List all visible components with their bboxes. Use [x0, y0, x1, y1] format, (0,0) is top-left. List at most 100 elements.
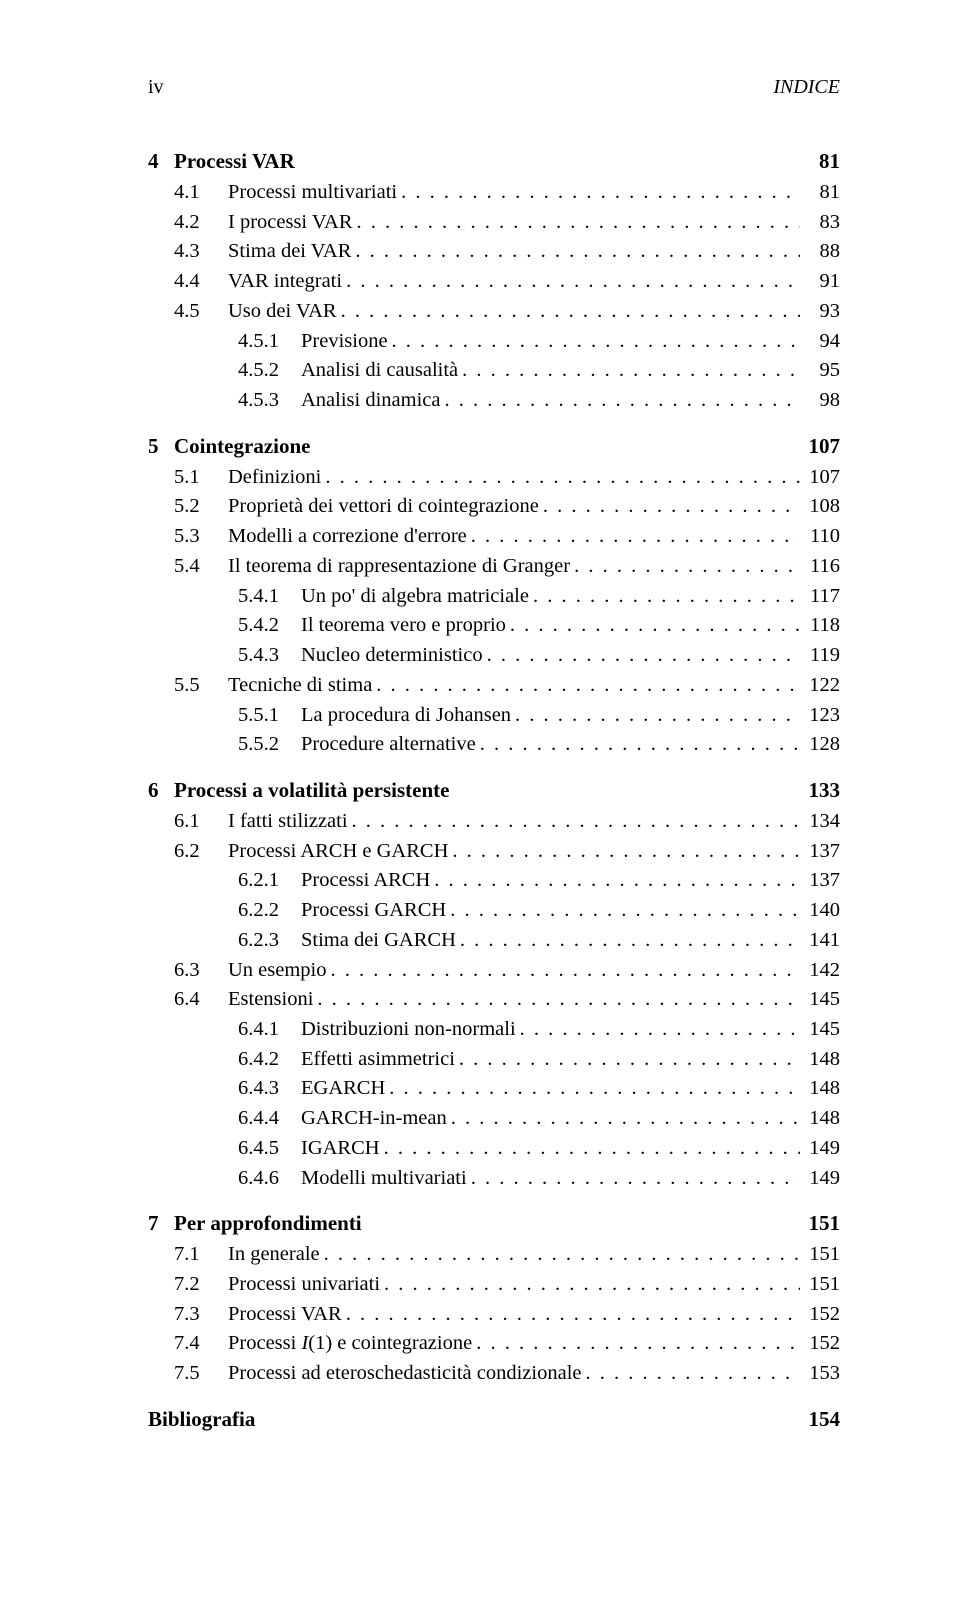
leader-dots: . . . . . . . . . . . . . . . . . . . . … [313, 985, 800, 1015]
entry-number: 4.5.2 [238, 356, 279, 386]
leader-dots: . . . . . . . . . . . . . . . . . . . . … [385, 1074, 800, 1104]
entry-page: 137 [800, 837, 840, 867]
entry-number: 6.2.1 [238, 866, 279, 896]
entry-number: 5.4.1 [238, 582, 279, 612]
entry-number: 6.2 [174, 837, 206, 867]
entry-title: Stima dei GARCH [301, 926, 456, 956]
leader-dots: . . . . . . . . . . . . . . . . . . . . … [447, 1104, 800, 1134]
entry-title: Procedure alternative [301, 730, 476, 760]
leader-dots: . . . . . . . . . . . . . . . . . . . . … [320, 1240, 800, 1270]
subsection-row: 6.4.3EGARCH . . . . . . . . . . . . . . … [148, 1074, 840, 1104]
subsection-row: 6.2.3Stima dei GARCH . . . . . . . . . .… [148, 926, 840, 956]
entry-number: 4.5.3 [238, 386, 279, 416]
entry-page: 91 [800, 267, 840, 297]
chapter-number: 5 [148, 434, 174, 459]
subsection-row: 4.5.2 Analisi di causalità . . . . . . . … [148, 356, 840, 386]
chapter-number: 4 [148, 149, 174, 174]
leader-dots: . . . . . . . . . . . . . . . . . . . . … [467, 1164, 800, 1194]
entry-number: 6.4.4 [238, 1104, 279, 1134]
chapter-row: 6Processi a volatilità persistente133 [148, 778, 840, 803]
entry-page: 88 [800, 237, 840, 267]
entry-title: Modelli multivariati [301, 1164, 467, 1194]
chapter-page: 107 [809, 434, 841, 459]
entry-title: Effetti asimmetrici [301, 1045, 455, 1075]
entry-page: 145 [800, 985, 840, 1015]
entry-number: 4.2 [174, 208, 206, 238]
section-row: 7.5Processi ad eteroschedasticità condiz… [148, 1359, 840, 1389]
entry-page: 148 [800, 1074, 840, 1104]
entry-title: Definizioni [228, 463, 321, 493]
entry-page: 142 [800, 956, 840, 986]
leader-dots: . . . . . . . . . . . . . . . . . . . . … [342, 267, 800, 297]
entry-page: 98 [800, 386, 840, 416]
entry-number: 5.4 [174, 552, 206, 582]
section-row: 6.4 Estensioni . . . . . . . . . . . . . … [148, 985, 840, 1015]
entry-title: Processi VAR [228, 1300, 342, 1330]
subsection-row: 6.4.1Distribuzioni non-normali . . . . .… [148, 1015, 840, 1045]
entry-number: 5.5.1 [238, 701, 279, 731]
leader-dots: . . . . . . . . . . . . . . . . . . . . … [321, 463, 800, 493]
leader-dots: . . . . . . . . . . . . . . . . . . . . … [458, 356, 800, 386]
entry-title: VAR integrati [228, 267, 342, 297]
entry-title: EGARCH [301, 1074, 385, 1104]
chapter-page: 81 [819, 149, 840, 174]
entry-title: Il teorema di rappresentazione di Grange… [228, 552, 570, 582]
subsection-row: 5.4.1Un po' di algebra matriciale . . . … [148, 582, 840, 612]
section-row: 4.1Processi multivariati . . . . . . . .… [148, 178, 840, 208]
entry-number: 6.4.6 [238, 1164, 279, 1194]
entry-page: 81 [800, 178, 840, 208]
entry-number: 7.3 [174, 1300, 206, 1330]
bibliography-page: 154 [809, 1407, 841, 1432]
chapter-title: Cointegrazione [174, 434, 809, 459]
entry-page: 152 [800, 1300, 840, 1330]
entry-title: Previsione [301, 327, 388, 357]
entry-title: Processi I(1) e cointegrazione [228, 1329, 472, 1359]
entry-title: Processi multivariati [228, 178, 397, 208]
leader-dots: . . . . . . . . . . . . . . . . . . . . … [529, 582, 800, 612]
section-row: 7.3Processi VAR . . . . . . . . . . . . … [148, 1300, 840, 1330]
entry-page: 94 [800, 327, 840, 357]
entry-title: La procedura di Johansen [301, 701, 511, 731]
entry-number: 6.4 [174, 985, 206, 1015]
subsection-row: 6.2.2Processi GARCH . . . . . . . . . . … [148, 896, 840, 926]
leader-dots: . . . . . . . . . . . . . . . . . . . . … [456, 926, 800, 956]
chapter-number: 6 [148, 778, 174, 803]
chapter-row: 4Processi VAR81 [148, 149, 840, 174]
entry-title: Analisi di causalità [301, 356, 458, 386]
entry-page: 134 [800, 807, 840, 837]
leader-dots: . . . . . . . . . . . . . . . . . . . . … [472, 1329, 800, 1359]
entry-number: 5.1 [174, 463, 206, 493]
leader-dots: . . . . . . . . . . . . . . . . . . . . … [483, 641, 800, 671]
entry-page: 116 [800, 552, 840, 582]
entry-number: 6.4.2 [238, 1045, 279, 1075]
entry-title: GARCH-in-mean [301, 1104, 447, 1134]
leader-dots: . . . . . . . . . . . . . . . . . . . . … [448, 837, 800, 867]
chapter-title: Processi VAR [174, 149, 819, 174]
toc-page: iv INDICE 4Processi VAR814.1Processi mul… [0, 0, 960, 1616]
leader-dots: . . . . . . . . . . . . . . . . . . . . … [380, 1134, 800, 1164]
leader-dots: . . . . . . . . . . . . . . . . . . . . … [372, 671, 800, 701]
leader-dots: . . . . . . . . . . . . . . . . . . . . … [353, 208, 800, 238]
bibliography-row: Bibliografia154 [148, 1407, 840, 1432]
entry-title: Stima dei VAR [228, 237, 351, 267]
section-row: 4.4VAR integrati . . . . . . . . . . . .… [148, 267, 840, 297]
subsection-row: 5.5.2Procedure alternative . . . . . . .… [148, 730, 840, 760]
entry-page: 141 [800, 926, 840, 956]
entry-page: 149 [800, 1164, 840, 1194]
section-row: 4.2I processi VAR . . . . . . . . . . . … [148, 208, 840, 238]
subsection-row: 6.4.6 Modelli multivariati . . . . . . . … [148, 1164, 840, 1194]
entry-page: 140 [800, 896, 840, 926]
entry-title: Estensioni [228, 985, 313, 1015]
entry-page: 118 [800, 611, 840, 641]
section-row: 7.2Processi univariati . . . . . . . . .… [148, 1270, 840, 1300]
entry-number: 5.2 [174, 492, 206, 522]
subsection-row: 4.5.3Analisi dinamica . . . . . . . . . … [148, 386, 840, 416]
entry-number: 6.3 [174, 956, 206, 986]
entry-page: 145 [800, 1015, 840, 1045]
section-row: 6.3 Un esempio . . . . . . . . . . . . . … [148, 956, 840, 986]
entry-title: Un esempio [228, 956, 327, 986]
leader-dots: . . . . . . . . . . . . . . . . . . . . … [351, 237, 800, 267]
entry-title: Distribuzioni non-normali [301, 1015, 516, 1045]
entry-page: 137 [800, 866, 840, 896]
leader-dots: . . . . . . . . . . . . . . . . . . . . … [327, 956, 801, 986]
